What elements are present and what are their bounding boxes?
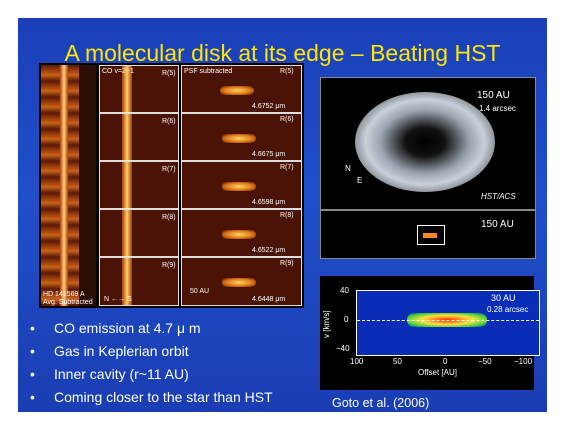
continuum-streak	[60, 65, 68, 306]
spectrum-cell: R(6)	[99, 113, 179, 161]
bullet-text: Gas in Keplerian orbit	[54, 342, 189, 359]
bullet-item: • Coming closer to the star than HST	[30, 388, 273, 405]
slide-title: A molecular disk at its edge – Beating H…	[64, 40, 501, 66]
compass-e-label: E	[357, 176, 363, 185]
zoom-box	[417, 225, 445, 245]
col2-header: CO v=2−1	[102, 68, 134, 75]
hst-image: 150 AU 1.4 arcsec N E HST/ACS	[320, 77, 536, 210]
zero-velocity-line	[357, 320, 539, 321]
line-label: R(9)	[162, 262, 176, 269]
hst-scale-label: 150 AU	[477, 90, 510, 101]
line-label: R(6)	[162, 118, 176, 125]
star-sub-label: Avg. Subtracted	[43, 299, 93, 306]
vplot-xlabel: Offset [AU]	[418, 368, 457, 377]
spectrum-cell: R(8)	[99, 209, 179, 257]
bullet-text: Coming closer to the star than HST	[54, 388, 273, 405]
spectrum-cell: R(9) N ←→ S	[99, 257, 179, 306]
orientation-label: N ←→ S	[104, 296, 132, 303]
hst-arcsec-label: 1.4 arcsec	[479, 104, 516, 113]
instrument-label: HST/ACS	[481, 192, 516, 201]
col3-header: PSF subtracted	[184, 68, 233, 75]
zoom-scale-label: 150 AU	[481, 219, 514, 230]
continuum-stripe	[122, 66, 132, 112]
xtick: −100	[514, 357, 533, 366]
vplot-scale-label: 30 AU	[491, 293, 516, 303]
line-label: R(7)	[162, 166, 176, 173]
wavelength-label: 4.6448 μm	[252, 296, 286, 303]
bullet-item: • CO emission at 4.7 μ m	[30, 319, 201, 336]
xtick: 100	[350, 357, 364, 366]
bullet-text: Inner cavity (r~11 AU)	[54, 365, 189, 382]
wavelength-label: 4.6598 μm	[252, 199, 286, 206]
continuum-stripe	[122, 114, 132, 160]
bullet-item: • Gas in Keplerian orbit	[30, 342, 189, 359]
ytick: −40	[336, 344, 350, 353]
scale-label: 50 AU	[190, 288, 210, 295]
line-label: R(5)	[280, 68, 294, 75]
wavelength-label: 4.6752 μm	[252, 103, 286, 110]
line-label: R(8)	[162, 214, 176, 221]
citation-caption: Goto et al. (2006)	[332, 396, 430, 410]
emission-blob	[222, 278, 256, 287]
psf-cell: PSF subtracted R(5) 4.6752 μm	[181, 65, 302, 113]
continuum-stripe	[122, 258, 132, 305]
spectrum-column-1: HD 141569 A Avg. Subtracted	[41, 65, 96, 306]
emission-spot	[423, 233, 437, 238]
line-label: R(8)	[280, 212, 294, 219]
bullet-item: • Inner cavity (r~11 AU)	[30, 365, 189, 382]
line-label: R(6)	[280, 116, 294, 123]
continuum-stripe	[122, 162, 132, 208]
slide: A molecular disk at its edge – Beating H…	[18, 18, 547, 412]
line-trace	[79, 65, 96, 306]
xtick: −50	[478, 357, 492, 366]
ytick: 40	[340, 286, 349, 295]
psf-cell: R(6) 4.6675 μm	[181, 113, 302, 161]
wavelength-label: 4.6675 μm	[252, 151, 286, 158]
emission-blob	[220, 86, 254, 95]
bullet-list: • CO emission at 4.7 μ m • Gas in Kepleria…	[30, 316, 350, 408]
disk-image	[355, 92, 495, 192]
wavelength-label: 4.6522 μm	[252, 247, 286, 254]
line-label: R(9)	[280, 260, 294, 267]
velocity-panel: 30 AU 0.28 arcsec v [km/s] 40 0 −40 100 …	[320, 276, 540, 390]
xtick: 50	[393, 357, 402, 366]
line-label: R(7)	[280, 164, 294, 171]
emission-blob	[222, 182, 256, 191]
psf-cell: R(7) 4.6598 μm	[181, 161, 302, 209]
emission-blob	[222, 230, 256, 239]
emission-blob	[222, 134, 256, 143]
bullet-text: CO emission at 4.7 μ m	[54, 319, 201, 336]
continuum-stripe	[122, 210, 132, 256]
spectrum-cell: CO v=2−1 R(5)	[99, 65, 179, 113]
velocity-plot: 30 AU 0.28 arcsec	[356, 290, 540, 356]
spectra-figure: HD 141569 A Avg. Subtracted CO v=2−1 R(5…	[39, 63, 304, 308]
psf-cell: R(9) 50 AU 4.6448 μm	[181, 257, 302, 306]
spectrum-cell: R(7)	[99, 161, 179, 209]
psf-cell: R(8) 4.6522 μm	[181, 209, 302, 257]
star-label: HD 141569 A	[43, 291, 85, 298]
vplot-arcsec-label: 0.28 arcsec	[487, 305, 529, 314]
line-label: R(5)	[162, 70, 176, 77]
compass-n-label: N	[345, 164, 351, 173]
xtick: 0	[443, 357, 448, 366]
ytick: 0	[344, 315, 349, 324]
zoom-image: 150 AU	[320, 210, 536, 259]
